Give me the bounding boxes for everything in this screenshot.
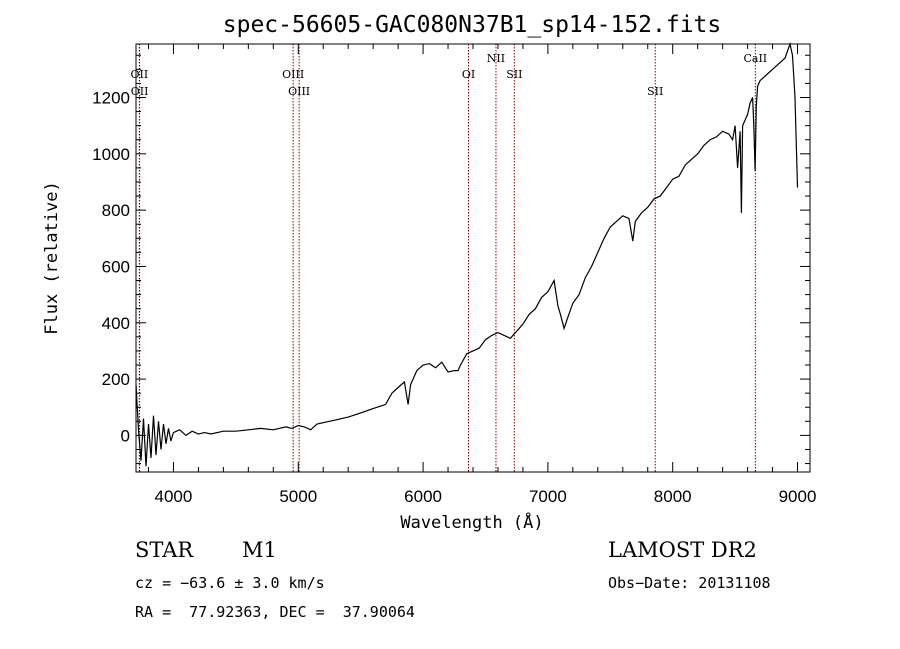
observation-date: Obs−Date: 20131108 [608, 574, 771, 592]
y-axis-label: Flux (relative) [42, 181, 62, 335]
y-axis: 0 200 400 600 800 1000 1200 [92, 54, 810, 465]
object-subclass: M1 [242, 538, 277, 562]
x-tick-label: 6000 [404, 487, 442, 506]
line-marker-label: OI [462, 68, 475, 81]
spectrum-line [135, 41, 799, 467]
y-tick-label: 600 [102, 257, 130, 276]
coordinates-text: RA = 77.92363, DEC = 37.90064 [135, 603, 415, 621]
line-marker-label: NII [487, 52, 505, 65]
object-class: STAR [135, 538, 194, 562]
x-axis: 4000 5000 6000 7000 8000 9000 [147, 44, 817, 506]
chart-title: spec-56605-GAC080N37B1_sp14-152.fits [223, 12, 722, 38]
y-tick-label: 0 [121, 426, 130, 445]
y-tick-label: 1000 [92, 145, 130, 164]
x-tick-label: 9000 [779, 487, 817, 506]
line-marker-label: OIII [288, 85, 310, 98]
x-tick-label: 7000 [529, 487, 567, 506]
spectrum-series [135, 41, 799, 467]
redshift-text: cz = −63.6 ± 3.0 km/s [135, 574, 325, 592]
line-marker-label: OII [131, 85, 149, 98]
y-tick-label: 1200 [92, 89, 130, 108]
x-tick-label: 8000 [654, 487, 692, 506]
x-axis-label: Wavelength (Å) [400, 511, 543, 533]
line-marker-label: SII [647, 85, 663, 98]
y-tick-label: 200 [102, 370, 130, 389]
plot-frame [135, 43, 811, 473]
y-tick-label: 400 [102, 314, 130, 333]
x-tick-label: 5000 [279, 487, 317, 506]
x-tick-label: 4000 [155, 487, 193, 506]
line-marker-label: SII [506, 68, 522, 81]
line-marker-label: OIII [282, 68, 304, 81]
line-marker-label: CaII [743, 52, 767, 65]
survey-name: LAMOST DR2 [608, 538, 757, 562]
y-tick-label: 800 [102, 201, 130, 220]
